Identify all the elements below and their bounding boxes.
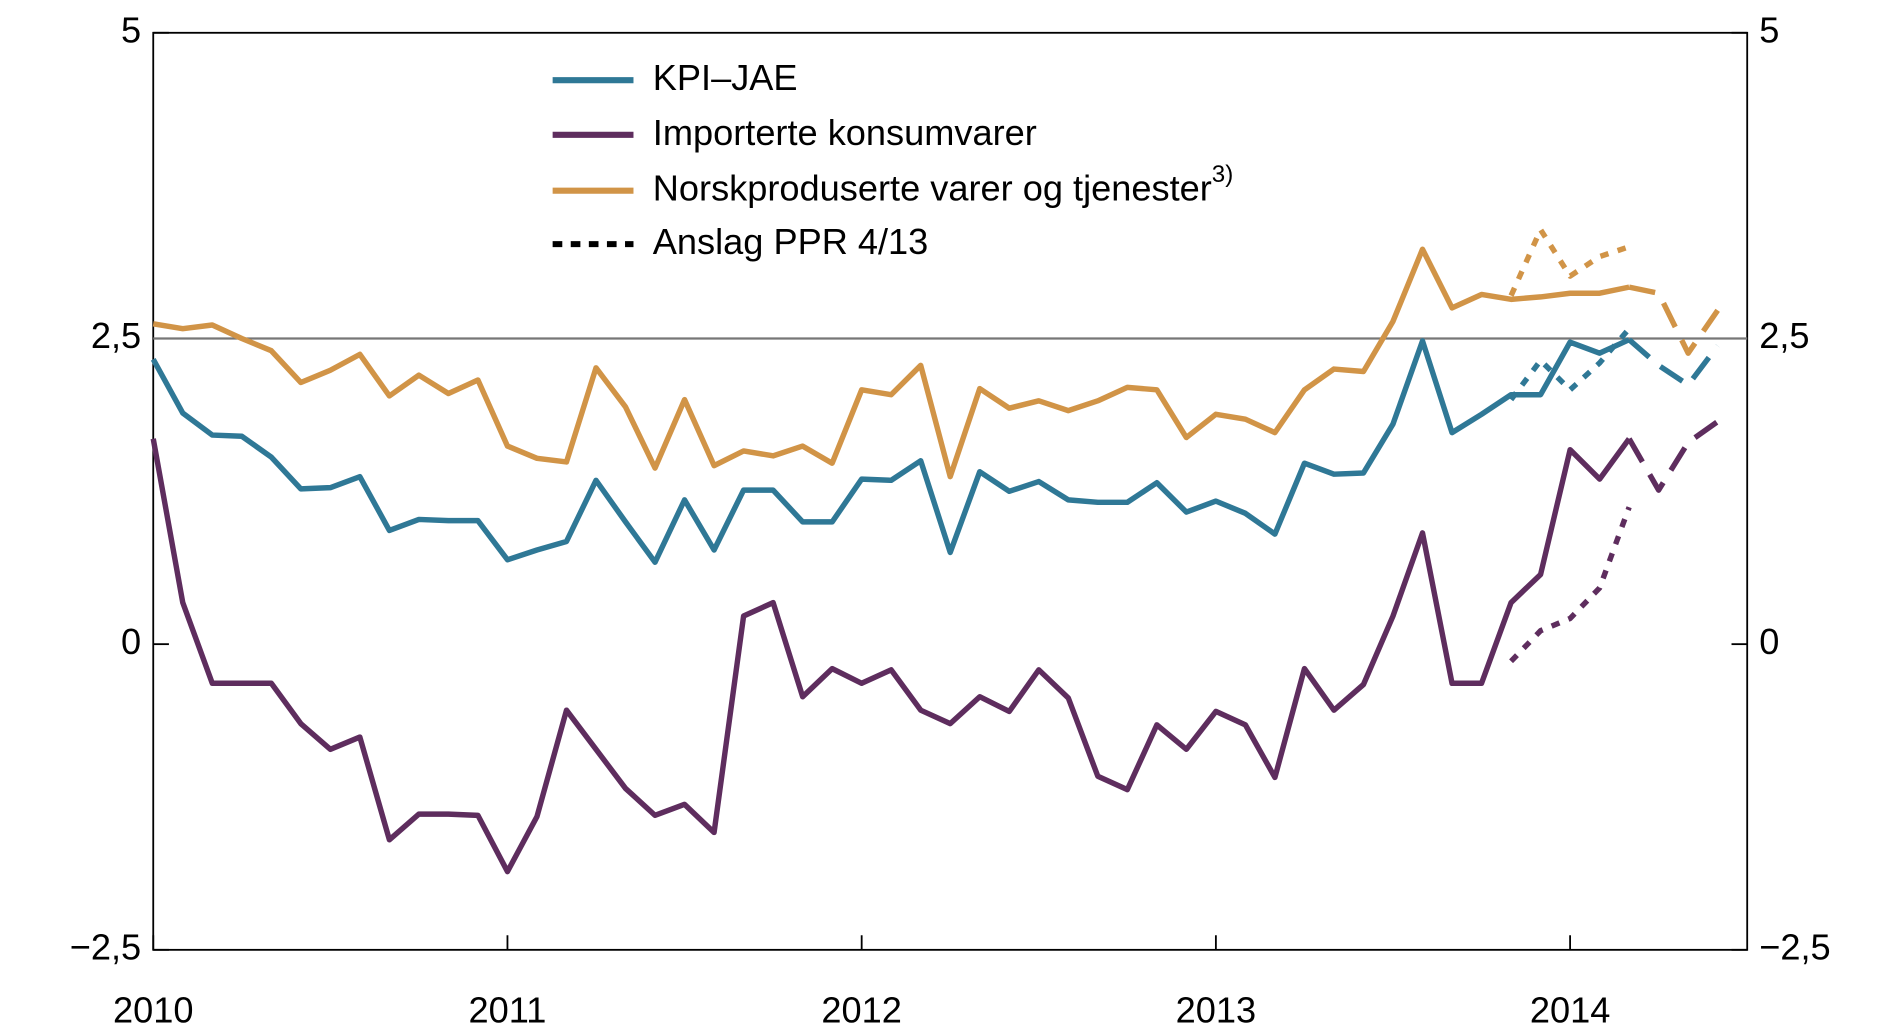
y-tick-label: 5	[121, 9, 141, 50]
legend-note: 3)	[1212, 161, 1233, 188]
plot-frame	[152, 31, 1749, 951]
ppr-line	[1509, 506, 1632, 664]
legend-name: KPI–JAE	[653, 57, 798, 98]
y2-tick-label: −2,5	[1759, 926, 1830, 967]
projection-line	[1628, 284, 1720, 356]
series-line	[152, 246, 1630, 480]
legend-label: Anslag PPR 4/13	[653, 221, 929, 262]
projection-line	[1627, 337, 1720, 388]
x-tick-label: 2014	[1530, 990, 1610, 1030]
series-line	[150, 337, 1631, 565]
x-tick-label: 2013	[1176, 990, 1256, 1030]
legend-label: Norskproduserte varer og tjenester3)	[653, 161, 1233, 208]
x-tick-label: 2012	[821, 990, 901, 1030]
x-tick-label: 2010	[113, 990, 193, 1030]
legend-label: Importerte konsumvarer	[653, 111, 1037, 152]
legend-label: KPI–JAE	[653, 57, 798, 98]
series-line	[150, 437, 1632, 875]
y2-tick-label: 5	[1759, 9, 1779, 50]
legend-name: Importerte konsumvarer	[653, 111, 1037, 152]
y-tick-label: 2,5	[91, 315, 141, 356]
ppr-line	[1508, 226, 1630, 297]
y2-tick-label: 0	[1759, 621, 1779, 662]
y-tick-label: 0	[121, 621, 141, 662]
projection-line	[1626, 419, 1720, 493]
x-tick-label: 2011	[469, 990, 547, 1030]
y-tick-label: −2,5	[70, 926, 141, 967]
legend-name: Norskproduserte varer og tjenester	[653, 167, 1212, 208]
y2-tick-label: 2,5	[1759, 315, 1809, 356]
